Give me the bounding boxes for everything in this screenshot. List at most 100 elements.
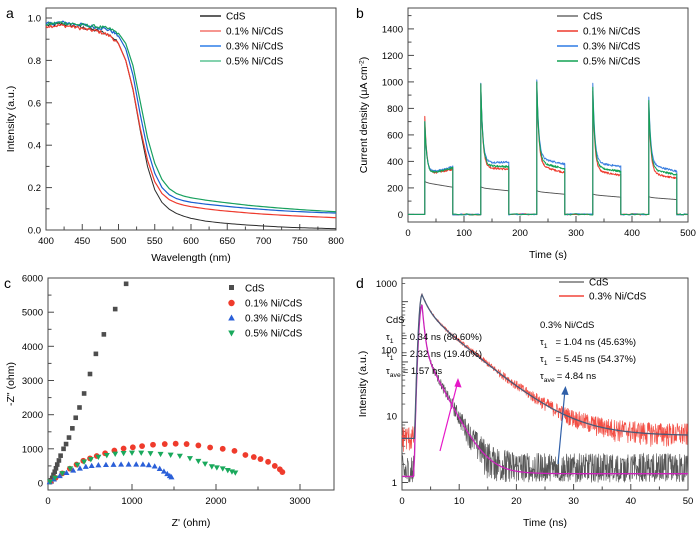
panel-d-ytick-1: 10: [386, 412, 397, 423]
panel-c-frame: [47, 277, 335, 491]
panel-a-legend-label-3: 0.5% Ni/CdS: [226, 57, 284, 68]
panel-c: c 0 1000 2000 3000: [0, 268, 350, 533]
panel-a-xticks: 400 450 500 550 600 650 700 750 800: [38, 224, 344, 247]
panel-d-annot-right-row-0: τ1 = 1.04 ns (45.63%): [540, 337, 636, 350]
panel-a-legend-label-2: 0.3% Ni/CdS: [226, 42, 284, 53]
panel-c-yaxis-title: -Z" (ohm): [5, 362, 17, 406]
panel-a-curves: [45, 20, 337, 230]
panel-b-ytick-0: 0: [398, 210, 403, 221]
panel-d-xaxis-title: Time (ns): [523, 517, 567, 529]
panel-a-xtick-5: 650: [219, 236, 235, 247]
panel-d-ytick-0: 1: [392, 478, 397, 489]
panel-c-plot: c 0 1000 2000 3000: [4, 274, 335, 529]
panel-b-ytick-6: 1200: [382, 51, 403, 62]
panel-d-legend-label-1: 0.3% Ni/CdS: [589, 292, 647, 303]
panel-b-xtick-2: 200: [512, 228, 528, 239]
panel-d-annotation-right: 0.3% Ni/CdS τ1 = 1.04 ns (45.63%) τ1 = 5.4…: [540, 320, 636, 384]
panel-a-legend-label-0: CdS: [226, 12, 246, 23]
panel-c-scatter: [46, 281, 286, 485]
panel-a-ytick-3: 0.6: [28, 98, 41, 109]
panel-a-ytick-2: 0.4: [28, 141, 41, 152]
panel-d-ytick-2: 100: [381, 345, 397, 356]
panel-a-plot: a 400 450 500 550 600: [5, 5, 344, 264]
panel-d-legend-label-0: CdS: [589, 278, 609, 289]
panel-d-letter: d: [356, 275, 364, 291]
panel-c-xtick-1: 1000: [121, 496, 142, 507]
panel-d-annot-left-row-1: τ1 = 2.32 ns (19.40%): [386, 349, 482, 362]
panel-c-legend-marker-2: [228, 314, 235, 321]
panel-a-xtick-4: 600: [183, 236, 199, 247]
panel-d-annot-left-title: CdS: [386, 315, 404, 326]
panel-d-yaxis-title: Intensity (a.u.): [357, 351, 369, 418]
panel-c-yticks: 0 1000 2000 3000 4000 5000 6000: [22, 274, 54, 490]
panel-d-legend: CdS 0.3% Ni/CdS: [559, 278, 647, 303]
panel-d-annot-right-title: 0.3% Ni/CdS: [540, 320, 594, 331]
panel-d: d 0 10 20 30 40 50 1: [350, 268, 700, 533]
panel-d-annot-left-row-0: τ1 = 0.34 ns (80.60%): [386, 332, 482, 345]
panel-a-xtick-3: 550: [147, 236, 163, 247]
panel-a-xtick-7: 750: [292, 236, 308, 247]
panel-d-xtick-2: 20: [511, 496, 522, 507]
panel-c-ytick-2: 2000: [22, 410, 43, 421]
panel-b-xticks: 0 100 200 300 400 500: [405, 216, 696, 239]
panel-d-xtick-0: 0: [399, 496, 404, 507]
panel-a-xtick-1: 450: [74, 236, 90, 247]
panel-b-xtick-1: 100: [456, 228, 472, 239]
panel-d-ytick-labels: 1 10 100 1000: [376, 279, 397, 489]
panel-a-ytick-5: 1.0: [28, 14, 41, 25]
panel-a-ytick-1: 0.2: [28, 183, 41, 194]
panel-a-xtick-2: 500: [111, 236, 127, 247]
panel-d-xtick-5: 50: [683, 496, 694, 507]
panel-d-xtick-1: 10: [454, 496, 465, 507]
panel-d-curves: [401, 292, 689, 483]
panel-a-xaxis-title: Wavelength (nm): [151, 252, 231, 264]
panel-d-xticks: 0 10 20 30 40 50: [399, 484, 693, 507]
panel-c-xtick-0: 0: [45, 496, 50, 507]
panel-a-ytick-0: 0.0: [28, 226, 41, 237]
panel-a-letter: a: [6, 5, 14, 21]
panel-b-yaxis-title: Current density (μA cm-2): [358, 57, 370, 174]
panel-b-ytick-7: 1400: [382, 24, 403, 35]
panel-b-xtick-0: 0: [405, 228, 410, 239]
panel-b-ytick-4: 800: [387, 104, 403, 115]
panel-d-annotation-left: CdS τ1 = 0.34 ns (80.60%) τ1 = 2.32 ns (19…: [386, 315, 482, 379]
panel-b-legend: CdS 0.1% Ni/CdS 0.3% Ni/CdS 0.5% Ni/CdS: [557, 12, 641, 68]
panel-c-ytick-1: 1000: [22, 444, 43, 455]
panel-c-legend-marker-0: [229, 285, 234, 290]
panel-b-yticks: 0 200 400 600 800 1000 1200 1400: [382, 15, 414, 221]
panel-d-annot-left-row-2: τave = 1.57 ns: [386, 366, 442, 379]
panel-d-annot-right-row-2: τave = 4.84 ns: [540, 371, 596, 384]
panel-d-plot: d 0 10 20 30 40 50 1: [356, 275, 693, 529]
panel-b-xtick-4: 400: [624, 228, 640, 239]
panel-c-ytick-5: 5000: [22, 308, 43, 319]
panel-c-xticks: 0 1000 2000 3000: [45, 484, 311, 507]
panel-c-legend-label-2: 0.3% Ni/CdS: [245, 314, 303, 325]
panel-c-legend-label-1: 0.1% Ni/CdS: [245, 299, 303, 310]
panel-a-frame: [45, 7, 337, 231]
panel-b-xaxis-title: Time (s): [529, 249, 567, 261]
panel-a-xtick-8: 800: [328, 236, 344, 247]
panel-d-xtick-3: 30: [568, 496, 579, 507]
panel-a-ytick-4: 0.8: [28, 56, 41, 67]
panel-b-legend-label-2: 0.3% Ni/CdS: [583, 42, 641, 53]
panel-b-ytick-3: 600: [387, 130, 403, 141]
panel-c-xtick-2: 2000: [205, 496, 226, 507]
panel-a-yaxis-title: Intensity (a.u.): [5, 86, 17, 153]
panel-d-yticks: [402, 283, 408, 483]
panel-a-xtick-6: 700: [256, 236, 272, 247]
panel-c-legend-label-3: 0.5% Ni/CdS: [245, 329, 303, 340]
panel-c-ytick-6: 6000: [22, 274, 43, 285]
panel-b-xtick-3: 300: [568, 228, 584, 239]
panel-c-legend-marker-1: [228, 299, 235, 307]
panel-c-ytick-4: 4000: [22, 342, 43, 353]
panel-b-ytick-5: 1000: [382, 77, 403, 88]
panel-b-curves: [408, 79, 689, 216]
panel-c-legend-label-0: CdS: [245, 284, 265, 295]
panel-b-xtick-5: 500: [680, 228, 696, 239]
panel-b-ytick-1: 200: [387, 183, 403, 194]
panel-a-legend: CdS 0.1% Ni/CdS 0.3% Ni/CdS 0.5% Ni/CdS: [200, 12, 284, 68]
panel-b-frame: [407, 7, 689, 223]
panel-c-legend-marker-3: [228, 330, 235, 337]
panel-b-legend-label-1: 0.1% Ni/CdS: [583, 27, 641, 38]
